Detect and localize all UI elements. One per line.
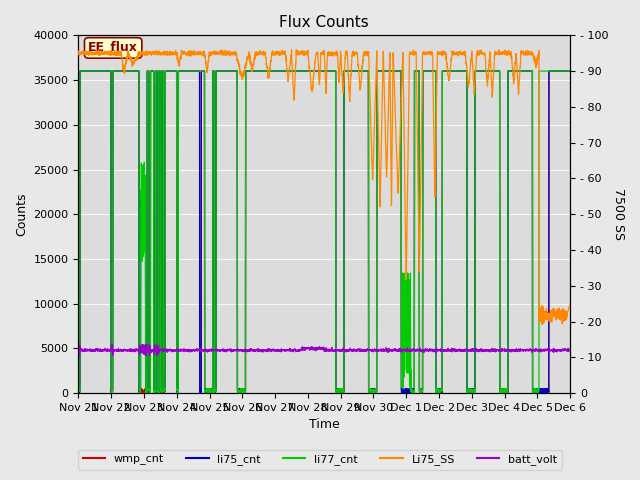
Y-axis label: Counts: Counts <box>15 192 28 236</box>
Text: EE_flux: EE_flux <box>88 41 138 54</box>
X-axis label: Time: Time <box>309 419 340 432</box>
Y-axis label: 7500 SS: 7500 SS <box>612 188 625 240</box>
Legend: wmp_cnt, li75_cnt, li77_cnt, Li75_SS, batt_volt: wmp_cnt, li75_cnt, li77_cnt, Li75_SS, ba… <box>78 450 562 469</box>
Title: Flux Counts: Flux Counts <box>280 15 369 30</box>
